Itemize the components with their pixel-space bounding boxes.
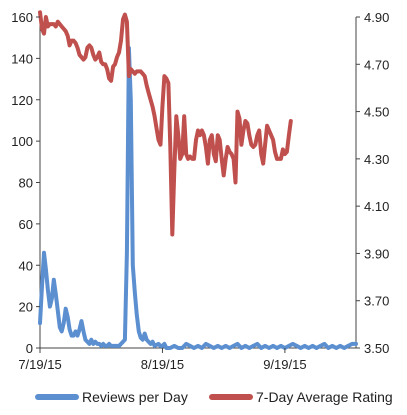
left-axis-tick-label: 80 <box>19 176 33 191</box>
left-axis-tick-label: 20 <box>19 300 33 315</box>
x-axis-tick-label: 8/19/15 <box>141 357 184 372</box>
tick-labels: 0 20 40 60 80 100 120 140 160 3.50 3.70 3.90 4.10 4.3… <box>11 10 389 372</box>
legend: Reviews per Day 7-Day Average Rating <box>35 389 393 405</box>
series-line-seven-day-average-rating <box>38 10 293 237</box>
x-axis-tick-label: 7/19/15 <box>18 357 61 372</box>
left-axis-tick-label: 160 <box>11 10 33 25</box>
right-axis-tick-label: 4.70 <box>364 57 389 72</box>
left-axis-tick-label: 100 <box>11 134 33 149</box>
chart-axes <box>39 17 357 349</box>
right-axis-tick-label: 4.10 <box>364 199 389 214</box>
left-axis-tick-label: 120 <box>11 93 33 108</box>
left-axis-tick-label: 40 <box>19 258 33 273</box>
right-axis-tick-label: 3.50 <box>364 341 389 356</box>
x-axis-tick-label: 9/19/15 <box>263 357 306 372</box>
right-axis-tick-label: 3.70 <box>364 294 389 309</box>
left-axis-tick-label: 0 <box>26 341 33 356</box>
series-layer <box>38 10 358 350</box>
legend-label: Reviews per Day <box>82 389 188 405</box>
right-axis-tick-label: 4.30 <box>364 152 389 167</box>
right-axis-tick-label: 4.50 <box>364 105 389 120</box>
left-axis-tick-label: 140 <box>11 51 33 66</box>
series-line-reviews-per-day <box>38 46 358 350</box>
right-axis-tick-label: 3.90 <box>364 246 389 261</box>
right-axis-tick-label: 4.90 <box>364 10 389 25</box>
left-axis-tick-label: 60 <box>19 217 33 232</box>
legend-label: 7-Day Average Rating <box>256 389 393 405</box>
